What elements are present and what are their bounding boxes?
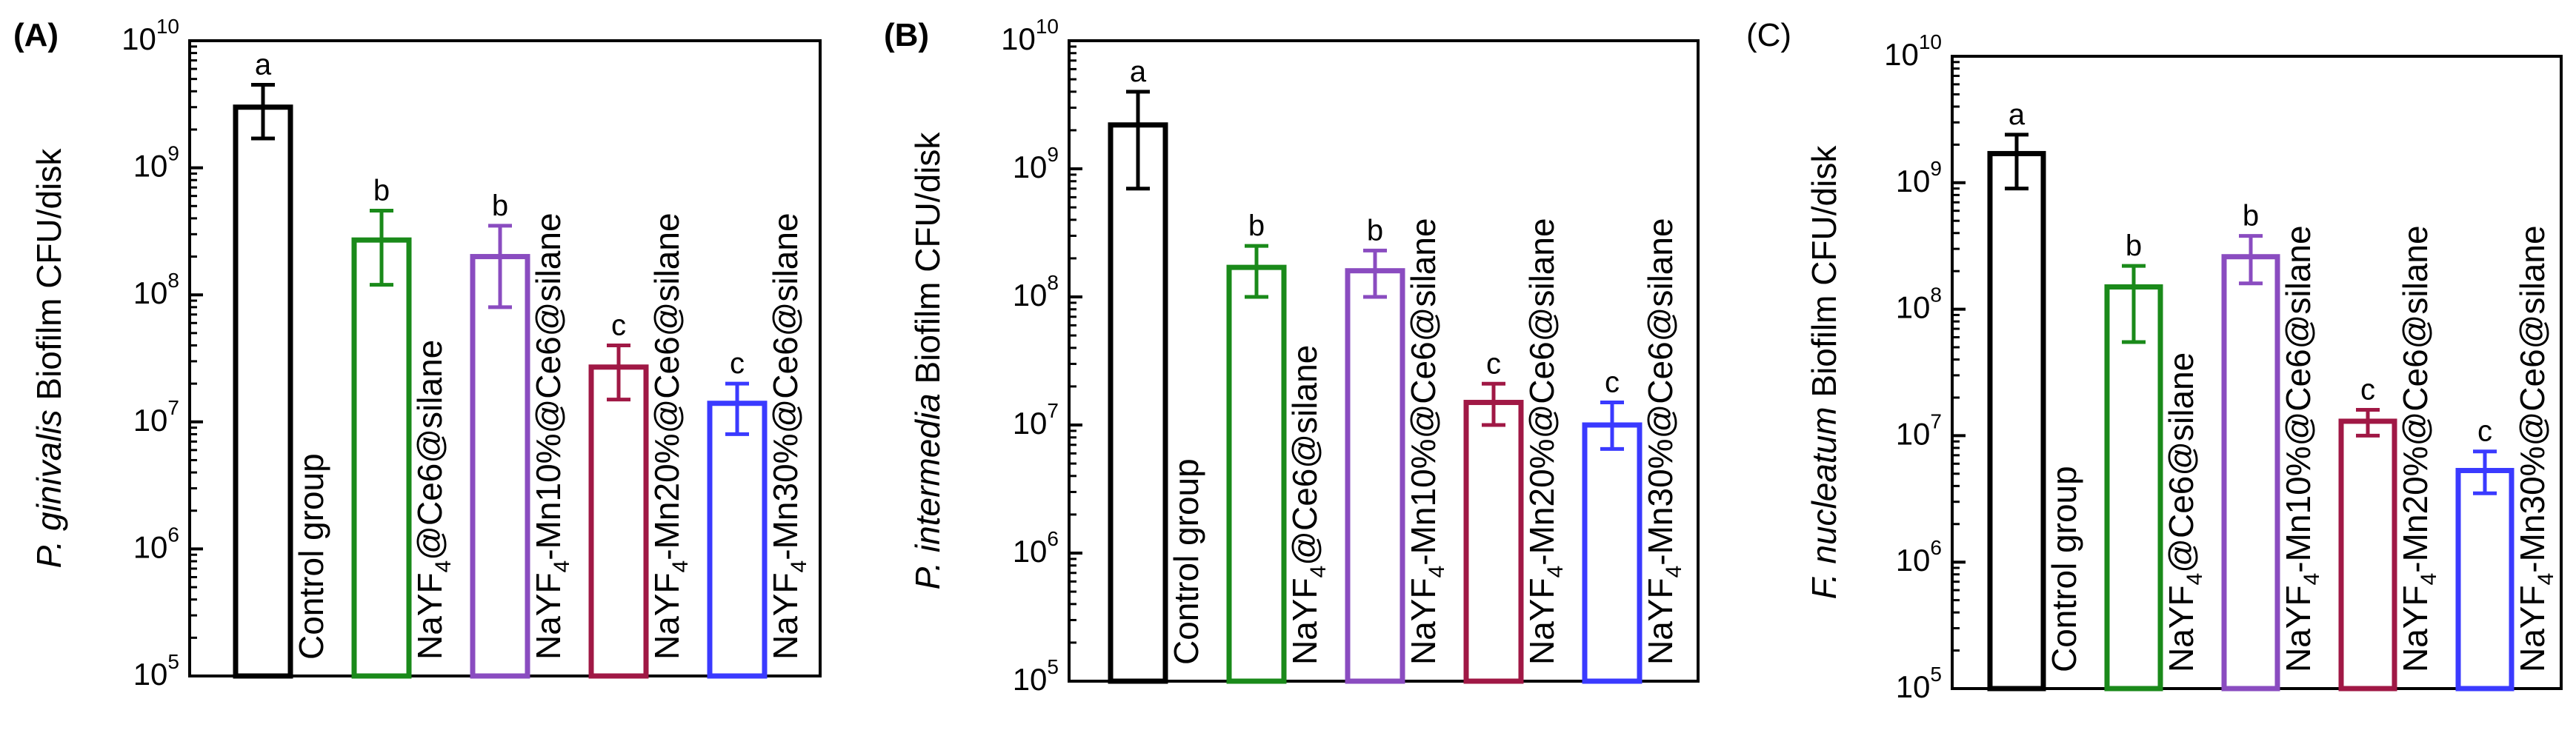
category-label: Control group: [1167, 458, 1205, 665]
chart-panel-2: (B) 105 106 107 108 109 1010 P. intermedia Biof…: [884, 15, 1700, 697]
category-label: NaYF4-Mn30%@Ce6@silane: [766, 212, 811, 660]
bar: [2455, 467, 2515, 692]
bar: [1987, 150, 2046, 692]
significance-letter: a: [255, 49, 272, 81]
category-label: Control group: [2045, 466, 2083, 672]
category-label: NaYF4-Mn10%@Ce6@silane: [1404, 218, 1449, 665]
category-label: Control group: [292, 453, 330, 660]
significance-letter: c: [1486, 347, 1501, 380]
y-tick-label: 109: [1013, 143, 1059, 184]
significance-letter: c: [2477, 415, 2492, 448]
y-tick-label: 108: [133, 269, 179, 310]
y-tick-label: 108: [1896, 284, 1942, 325]
bar: [588, 364, 649, 679]
bar: [351, 237, 412, 679]
y-tick-label: 105: [1896, 663, 1942, 704]
significance-letter: b: [492, 190, 508, 222]
bar: [1582, 422, 1643, 684]
y-tick-label: 105: [1013, 655, 1059, 697]
bar: [1108, 122, 1168, 684]
significance-letter: b: [373, 174, 390, 207]
y-axis-label: F. nucleatum Biofilm CFU/disk: [1805, 145, 1843, 600]
y-tick-label: 109: [133, 142, 179, 184]
category-label: NaYF4-Mn20%@Ce6@silane: [648, 212, 693, 660]
significance-letter: a: [1130, 56, 1147, 88]
y-tick-label: 107: [1896, 409, 1942, 451]
y-tick-label: 1010: [122, 15, 179, 56]
significance-letter: c: [1605, 366, 1620, 399]
category-label: NaYF4-Mn20%@Ce6@silane: [1522, 218, 1568, 665]
bar: [707, 401, 768, 679]
significance-letter: b: [2126, 230, 2142, 262]
y-tick-label: 105: [133, 650, 179, 692]
y-tick-label: 106: [1013, 527, 1059, 569]
panel-label: (A): [13, 17, 59, 53]
y-tick-label: 107: [1013, 399, 1059, 441]
y-tick-label: 107: [133, 396, 179, 438]
y-tick-label: 108: [1013, 271, 1059, 312]
significance-letter: a: [2008, 98, 2026, 131]
chart-panel-1: (A) 105 106 107 108 109 1010 P. ginivalis Biofi…: [13, 15, 822, 692]
bar: [1345, 268, 1405, 684]
bar: [1463, 400, 1524, 684]
category-label: NaYF4-Mn20%@Ce6@silane: [2396, 225, 2441, 672]
category-label: NaYF4-Mn10%@Ce6@silane: [2279, 225, 2324, 672]
y-axis-label: P. intermedia Biofilm CFU/disk: [908, 132, 947, 590]
category-label: NaYF4-Mn10%@Ce6@silane: [529, 212, 574, 660]
significance-letter: c: [611, 309, 626, 341]
y-tick-label: 109: [1896, 157, 1942, 198]
significance-letter: b: [1248, 210, 1265, 242]
significance-letter: b: [2243, 200, 2259, 232]
y-axis-label: P. ginivalis Biofilm CFU/disk: [30, 148, 68, 569]
y-tick-label: 106: [1896, 536, 1942, 578]
y-tick-label: 1010: [1884, 30, 1942, 72]
bar: [1226, 264, 1287, 684]
category-label: NaYF4@Ce6@silane: [410, 340, 456, 660]
bar: [2338, 418, 2397, 692]
category-label: NaYF4@Ce6@silane: [1285, 345, 1331, 665]
bar: [233, 104, 293, 679]
significance-letter: c: [730, 347, 745, 380]
category-label: NaYF4@Ce6@silane: [2162, 352, 2207, 672]
category-label: NaYF4-Mn30%@Ce6@silane: [1641, 218, 1686, 665]
bar: [470, 254, 530, 679]
y-tick-label: 106: [133, 523, 179, 564]
chart-panel-3: (C) 105 106 107 108 109 1010 F. nucleatum Biofi…: [1746, 17, 2563, 704]
significance-letter: b: [1367, 214, 1383, 247]
panel-label: (C): [1746, 17, 1791, 53]
y-tick-label: 1010: [1001, 15, 1059, 56]
significance-letter: c: [2360, 374, 2375, 406]
bar: [2104, 284, 2163, 692]
category-label: NaYF4-Mn30%@Ce6@silane: [2513, 225, 2558, 672]
panel-label: (B): [884, 17, 929, 53]
bar: [2221, 254, 2280, 692]
